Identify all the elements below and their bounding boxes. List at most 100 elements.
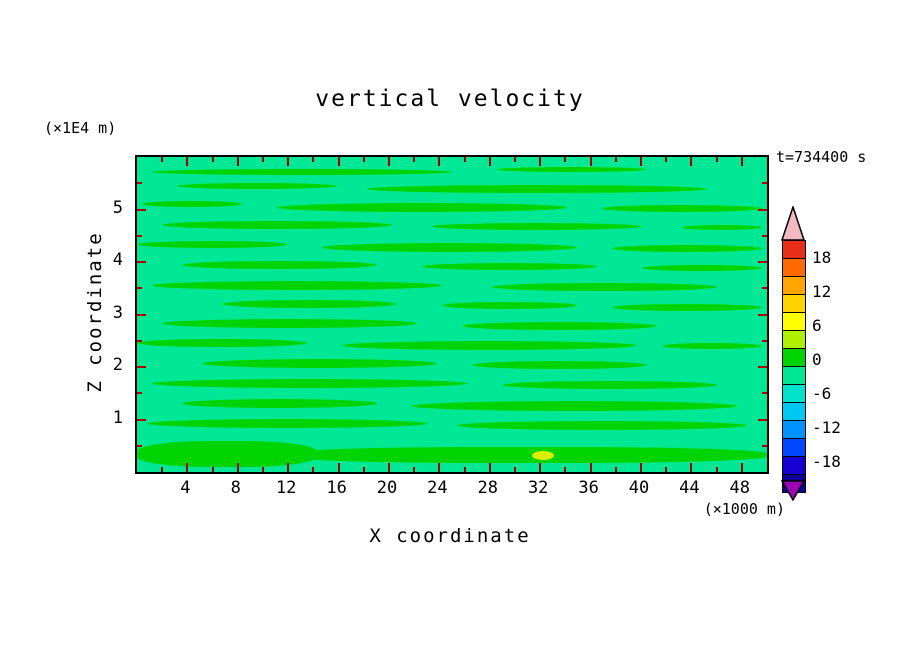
y-tick-mark (137, 234, 142, 237)
x-tick-mark (388, 157, 390, 166)
colorbar-band (783, 385, 805, 403)
x-tick-mark (211, 467, 214, 472)
x-tick-mark (740, 157, 743, 166)
y-tick-mark (137, 182, 142, 185)
x-tick-mark (236, 463, 239, 472)
x-tick-label: 32 (527, 478, 549, 498)
y-tick-mark (762, 392, 767, 395)
x-tick-mark (362, 157, 365, 162)
x-tick-label: 8 (230, 478, 241, 498)
contour-feature (137, 241, 287, 248)
contour-feature (322, 243, 577, 252)
x-tick-mark (514, 157, 516, 162)
contour-feature (492, 283, 717, 291)
x-tick-label: 40 (628, 478, 650, 498)
x-tick-mark (488, 157, 491, 166)
contour-feature (147, 419, 427, 428)
x-tick-mark (262, 157, 264, 162)
colorbar-band (783, 439, 805, 457)
contour-feature (277, 203, 567, 212)
x-tick-mark (337, 463, 340, 472)
contour-feature (457, 421, 747, 430)
contour-feature (162, 319, 417, 328)
x-tick-label: 16 (326, 478, 347, 498)
x-tick-mark (564, 157, 567, 162)
x-tick-mark (161, 157, 164, 162)
colorbar-band (783, 403, 805, 421)
y-tick-mark (137, 418, 146, 421)
x-tick-mark (690, 463, 693, 472)
x-tick-mark (614, 157, 617, 162)
x-tick-mark (438, 463, 441, 472)
x-tick-mark (236, 157, 239, 166)
colorbar-band (783, 421, 805, 439)
colorbar-bands (782, 240, 806, 493)
x-tick-label: 4 (180, 478, 191, 498)
contour-feature (532, 451, 554, 460)
y-tick-mark (758, 208, 767, 211)
x-axis-units-label: (×1000 m) (703, 500, 785, 518)
y-axis-units-label: (×1E4 m) (44, 119, 117, 137)
y-tick-mark (137, 444, 142, 447)
y-tick-mark (137, 366, 146, 368)
contour-feature (602, 205, 762, 212)
colorbar-band (783, 367, 805, 385)
x-tick-label: 48 (729, 478, 751, 498)
x-tick-mark (262, 467, 264, 472)
contour-feature (432, 223, 642, 230)
x-tick-label: 12 (275, 478, 297, 498)
colorbar-label: 12 (812, 282, 832, 301)
x-tick-label: 24 (427, 478, 448, 498)
x-tick-mark (514, 467, 516, 472)
x-tick-mark (740, 463, 743, 472)
colorbar-band (783, 295, 805, 313)
colorbar-label: -18 (812, 452, 841, 471)
x-tick-label: 20 (376, 478, 398, 498)
plot-area (135, 155, 769, 474)
y-tick-mark (762, 182, 767, 185)
x-tick-mark (438, 157, 441, 166)
x-tick-mark (488, 463, 491, 472)
colorbar-band (783, 277, 805, 295)
contour-feature (422, 263, 597, 270)
contour-feature (152, 169, 452, 175)
colorbar-bottom-arrow (781, 480, 805, 501)
y-tick-mark (137, 208, 146, 211)
contour-feature (497, 167, 647, 172)
y-tick-mark (758, 418, 767, 421)
contour-feature (642, 265, 762, 271)
x-tick-mark (186, 157, 189, 166)
x-axis-title: X coordinate (369, 525, 531, 547)
x-tick-mark (211, 157, 214, 162)
x-tick-mark (312, 467, 315, 472)
y-tick-mark (137, 313, 146, 316)
x-tick-mark (589, 463, 592, 472)
y-tick-label: 1 (112, 407, 123, 428)
y-tick-mark (137, 392, 142, 395)
contour-feature (612, 304, 762, 311)
x-tick-label: 28 (477, 478, 499, 498)
y-tick-mark (762, 339, 767, 342)
contour-feature (682, 225, 762, 230)
time-annotation: t=734400 s (776, 148, 867, 166)
contour-feature (462, 322, 657, 330)
contour-feature (287, 447, 767, 463)
contour-feature (502, 381, 717, 389)
contour-feature (152, 379, 467, 388)
colorbar-top-arrow (781, 206, 805, 241)
x-tick-mark (539, 463, 542, 472)
x-tick-mark (614, 467, 617, 472)
colorbar-band (783, 259, 805, 277)
x-tick-mark (161, 467, 164, 472)
colorbar-band (783, 349, 805, 367)
contour-feature (472, 361, 647, 369)
contour-feature (442, 302, 577, 309)
colorbar-label: 0 (812, 350, 822, 369)
x-tick-mark (665, 467, 668, 472)
y-tick-label: 3 (112, 302, 123, 323)
y-tick-mark (758, 366, 767, 368)
x-tick-mark (640, 157, 642, 166)
x-tick-mark (287, 157, 290, 166)
x-tick-mark (665, 157, 668, 162)
